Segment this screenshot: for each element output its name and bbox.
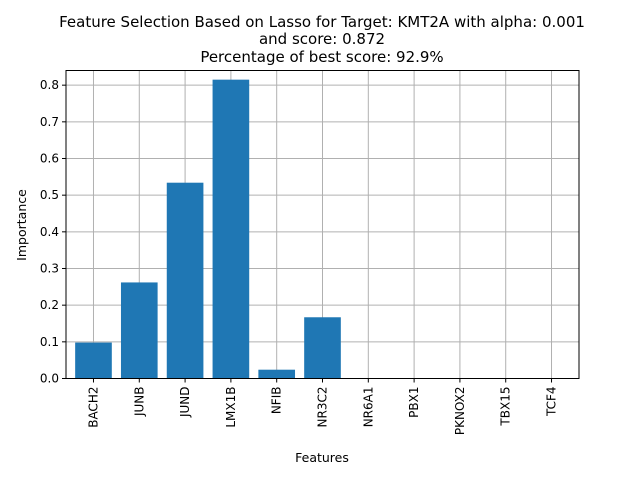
- chart-title-line-1: Feature Selection Based on Lasso for Tar…: [59, 13, 585, 31]
- y-tick-label: 0.6: [40, 152, 59, 166]
- bar-nr3c2: [304, 317, 341, 379]
- x-tick-label: PBX1: [407, 387, 421, 418]
- bar-lmx1b: [212, 79, 250, 379]
- bar-bach2: [75, 342, 112, 379]
- x-tick-label: JUND: [178, 387, 192, 419]
- x-tick-label: TCF4: [545, 387, 559, 418]
- x-axis-label: Features: [295, 450, 349, 465]
- y-tick-label: 0.8: [40, 78, 59, 92]
- x-tick-label: BACH2: [86, 387, 100, 428]
- x-tick-label: PKNOX2: [453, 387, 467, 436]
- y-tick-label: 0.5: [40, 188, 59, 202]
- y-axis-ticks: 0.0 0.1 0.2 0.3 0.4 0.5 0.6 0.7 0.8: [40, 78, 66, 386]
- x-axis-ticks: BACH2 JUNB JUND LMX1B NFIB NR3C2 NR6A1 PBX1 PKNO…: [86, 378, 559, 436]
- y-axis-label: Importance: [14, 189, 29, 261]
- y-tick-label: 0.4: [40, 225, 59, 239]
- bars: [75, 79, 341, 379]
- x-tick-label: NR6A1: [361, 387, 375, 428]
- x-tick-label: NFIB: [270, 387, 284, 415]
- bar-nfib: [258, 369, 296, 379]
- y-tick-label: 0.3: [40, 262, 59, 276]
- y-tick-label: 0.7: [40, 115, 59, 129]
- y-tick-label: 0.1: [40, 335, 59, 349]
- bar-jund: [166, 182, 204, 379]
- x-tick-label: NR3C2: [316, 387, 330, 428]
- y-tick-label: 0.2: [40, 298, 59, 312]
- bar-junb: [120, 282, 158, 379]
- x-tick-label: JUNB: [132, 387, 146, 418]
- chart-title: Feature Selection Based on Lasso for Tar…: [59, 13, 585, 66]
- chart-title-line-2: and score: 0.872: [259, 30, 385, 48]
- y-tick-label: 0.0: [40, 372, 59, 386]
- x-tick-label: LMX1B: [224, 387, 238, 428]
- x-tick-label: TBX15: [499, 387, 513, 427]
- chart-title-line-3: Percentage of best score: 92.9%: [200, 48, 443, 66]
